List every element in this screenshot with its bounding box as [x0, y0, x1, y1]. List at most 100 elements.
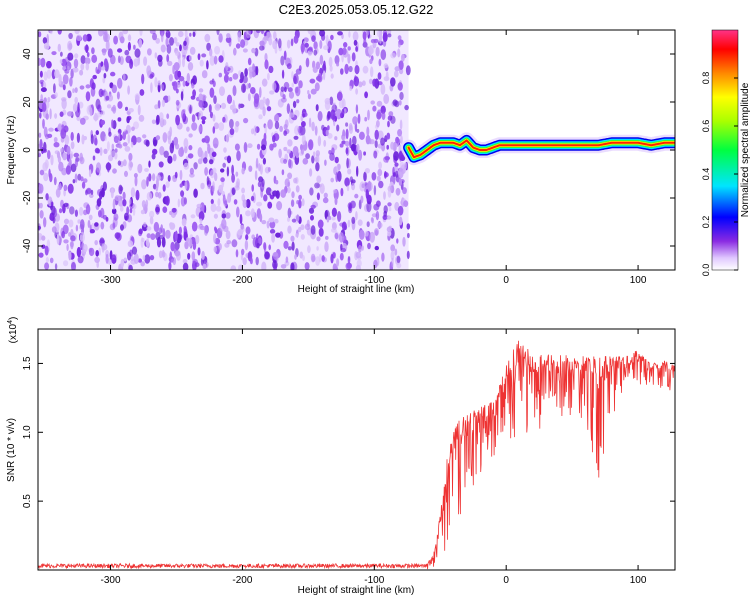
noise-blob: [405, 65, 411, 76]
noise-blob: [127, 85, 130, 95]
noise-blob: [76, 246, 82, 258]
noise-blob: [204, 135, 210, 144]
noise-blob: [284, 178, 290, 188]
y-tick-label: 20: [22, 96, 33, 108]
noise-blob: [77, 255, 84, 264]
noise-blob: [242, 48, 248, 53]
noise-blob: [232, 99, 235, 109]
noise-blob: [349, 124, 353, 134]
noise-blob: [62, 84, 66, 91]
noise-blob: [38, 225, 42, 230]
noise-blob: [280, 86, 285, 92]
noise-blob: [272, 40, 278, 50]
noise-blob: [272, 142, 277, 148]
noise-blob: [130, 141, 134, 148]
noise-blob: [44, 245, 49, 256]
noise-blob: [307, 30, 313, 35]
noise-blob: [365, 188, 369, 200]
noise-blob: [307, 93, 311, 100]
noise-blob: [264, 98, 270, 106]
noise-blob: [53, 176, 57, 186]
noise-blob: [111, 119, 114, 129]
noise-blob: [188, 237, 193, 248]
noise-blob: [112, 198, 116, 210]
noise-blob: [317, 73, 323, 83]
noise-blob: [321, 255, 325, 262]
noise-blob: [213, 246, 217, 253]
noise-blob: [162, 251, 166, 258]
noise-blob: [288, 158, 292, 169]
noise-blob: [38, 252, 44, 258]
noise-region: [38, 30, 411, 270]
noise-blob: [349, 137, 352, 149]
noise-blob: [54, 69, 60, 79]
noise-blob: [61, 97, 67, 102]
noise-blob: [38, 152, 41, 158]
noise-blob: [209, 87, 215, 98]
noise-blob: [235, 171, 239, 177]
noise-blob: [398, 167, 404, 179]
noise-blob: [376, 175, 381, 182]
noise-blob: [327, 111, 331, 119]
noise-blob: [41, 235, 46, 241]
noise-blob: [387, 202, 392, 207]
noise-blob: [226, 94, 233, 105]
noise-blob: [263, 35, 269, 41]
noise-blob: [318, 227, 324, 237]
noise-blob: [174, 171, 178, 179]
noise-blob: [106, 104, 112, 109]
noise-blob: [43, 71, 48, 81]
noise-blob: [312, 151, 316, 158]
noise-blob: [267, 119, 273, 130]
noise-blob: [165, 181, 170, 189]
noise-blob: [381, 252, 385, 262]
noise-blob: [355, 104, 359, 114]
noise-blob: [341, 33, 344, 40]
noise-blob: [62, 58, 66, 64]
noise-blob: [142, 255, 146, 261]
noise-blob: [355, 88, 358, 95]
noise-blob: [174, 250, 181, 257]
noise-blob: [231, 187, 236, 196]
noise-blob: [295, 86, 301, 97]
noise-blob: [117, 48, 123, 53]
noise-blob: [331, 207, 337, 217]
noise-blob: [287, 207, 292, 219]
noise-blob: [376, 120, 380, 128]
noise-blob: [290, 38, 294, 47]
noise-blob: [324, 100, 331, 111]
noise-blob: [327, 40, 332, 52]
noise-blob: [387, 189, 392, 198]
noise-blob: [235, 43, 241, 49]
noise-blob: [286, 63, 292, 70]
noise-blob: [49, 215, 54, 221]
noise-blob: [76, 132, 80, 143]
noise-blob: [324, 241, 329, 252]
noise-blob: [81, 134, 85, 145]
noise-blob: [376, 109, 382, 119]
noise-blob: [311, 155, 315, 164]
noise-blob: [43, 172, 49, 182]
noise-blob: [249, 72, 253, 79]
noise-blob: [53, 207, 58, 218]
noise-blob: [196, 203, 202, 209]
noise-blob: [380, 83, 386, 95]
noise-blob: [330, 253, 334, 264]
noise-blob: [105, 95, 110, 101]
noise-blob: [122, 199, 127, 207]
noise-blob: [166, 54, 170, 63]
noise-blob: [222, 162, 226, 168]
noise-blob: [293, 135, 299, 140]
noise-blob: [158, 227, 163, 235]
noise-blob: [232, 73, 239, 80]
noise-blob: [387, 33, 392, 38]
noise-blob: [310, 253, 316, 263]
noise-blob: [369, 231, 376, 243]
noise-blob: [111, 143, 115, 150]
noise-blob: [374, 229, 379, 236]
noise-blob: [383, 76, 390, 82]
noise-blob: [186, 237, 190, 243]
noise-blob: [226, 240, 232, 245]
noise-blob: [146, 191, 153, 201]
noise-blob: [157, 100, 161, 109]
